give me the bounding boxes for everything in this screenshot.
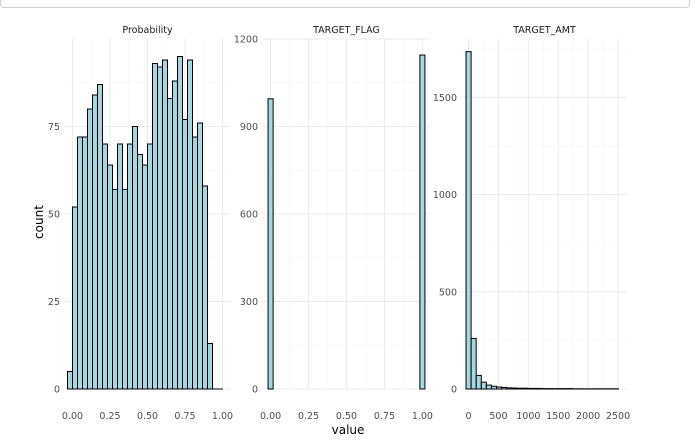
y-tick-label: 1200 xyxy=(234,35,258,46)
y-tick-label: 0 xyxy=(451,385,457,396)
y-axis-title: count xyxy=(32,205,46,239)
y-tick-label: 1500 xyxy=(433,93,457,104)
facet-panel-1: Probability 0.00 0.25 0.50 0.75 1.00 0 25 50 75 xyxy=(48,25,233,422)
histogram-bar xyxy=(502,387,507,389)
x-tick-label: 2500 xyxy=(606,411,630,422)
histogram-bar xyxy=(153,64,158,390)
x-tick-label: 0.50 xyxy=(336,411,357,422)
histogram-bar xyxy=(193,137,198,389)
y-tick-label: 50 xyxy=(48,210,60,221)
histogram-bar xyxy=(103,144,108,389)
histogram-bar xyxy=(93,95,98,389)
histogram-bar xyxy=(142,165,147,389)
top-frame-border xyxy=(0,0,690,8)
y-tick-label: 0 xyxy=(252,385,258,396)
y-tick-label: 75 xyxy=(48,122,60,133)
histogram-bar xyxy=(138,155,143,390)
facet-title: TARGET_FLAG xyxy=(312,25,380,36)
histogram-bar xyxy=(522,388,527,389)
x-tick-label: 0.75 xyxy=(374,411,395,422)
histogram-bar xyxy=(118,144,123,389)
histogram-bar xyxy=(481,382,486,389)
histogram-bar xyxy=(198,123,203,389)
y-tick-label: 500 xyxy=(439,287,457,298)
histogram-bar xyxy=(507,388,512,389)
histogram-bar xyxy=(497,387,502,389)
histogram-bar xyxy=(202,186,207,389)
histogram-bar xyxy=(491,386,496,389)
y-tick-label: 900 xyxy=(240,122,258,133)
x-tick-label: 0.25 xyxy=(298,411,319,422)
histogram-bar xyxy=(268,99,273,389)
histogram-bar xyxy=(108,165,113,389)
y-tick-label: 300 xyxy=(240,297,258,308)
x-tick-label: 1.00 xyxy=(212,411,233,422)
histogram-bar xyxy=(471,338,476,389)
x-tick-label: 1000 xyxy=(516,411,540,422)
x-tick-label: 0.25 xyxy=(99,411,120,422)
histogram-bar xyxy=(82,137,87,389)
x-axis-title: value xyxy=(332,423,365,437)
x-tick-label: 500 xyxy=(489,411,507,422)
histogram-bar xyxy=(420,55,425,389)
histogram-bar xyxy=(476,375,481,389)
x-tick-label: 0 xyxy=(466,411,472,422)
histogram-bar xyxy=(178,57,183,390)
y-tick-label: 0 xyxy=(54,385,60,396)
histogram-bar xyxy=(168,99,173,390)
histogram-bar xyxy=(537,388,542,389)
histogram-bar xyxy=(486,385,491,389)
facet-panel-2: TARGET_FLAG 0.00 0.25 0.50 0.75 1.00 0 300 600 90… xyxy=(234,25,433,422)
histogram-bar xyxy=(208,344,213,390)
histogram-bar xyxy=(517,388,522,389)
histogram-bar xyxy=(123,190,128,390)
histogram-bar xyxy=(532,388,537,389)
histogram-bar xyxy=(78,137,83,389)
x-tick-label: 1.00 xyxy=(412,411,433,422)
histogram-bar xyxy=(172,81,177,389)
histogram-bar xyxy=(157,67,162,389)
x-tick-label: 0.50 xyxy=(137,411,158,422)
histogram-bar xyxy=(112,190,117,390)
x-tick-label: 0.75 xyxy=(174,411,195,422)
facet-panel-3: TARGET_AMT 0 500 1000 1500 2000 2500 0 500 1000 15… xyxy=(433,25,630,422)
x-tick-label: 0.00 xyxy=(62,411,83,422)
histogram-bar xyxy=(527,388,532,389)
facet-title: Probability xyxy=(122,25,173,36)
x-tick-label: 2000 xyxy=(576,411,600,422)
facet-title: TARGET_AMT xyxy=(512,25,576,36)
y-tick-label: 1000 xyxy=(433,190,457,201)
histogram-bar xyxy=(73,207,78,389)
histogram-bar xyxy=(187,60,192,389)
y-tick-label: 25 xyxy=(48,297,60,308)
histogram-bar xyxy=(127,144,132,389)
histogram-bar xyxy=(466,52,471,389)
histogram-bar xyxy=(512,388,517,389)
histogram-bar xyxy=(88,109,93,389)
histogram-bar xyxy=(183,120,188,390)
histogram-bar xyxy=(67,372,72,390)
histogram-bar xyxy=(97,85,102,390)
histogram-bar xyxy=(133,127,138,390)
histogram-bar xyxy=(163,60,168,389)
y-tick-label: 600 xyxy=(240,210,258,221)
x-tick-label: 1500 xyxy=(546,411,570,422)
histogram-bar xyxy=(148,144,153,389)
x-tick-label: 0.00 xyxy=(260,411,281,422)
